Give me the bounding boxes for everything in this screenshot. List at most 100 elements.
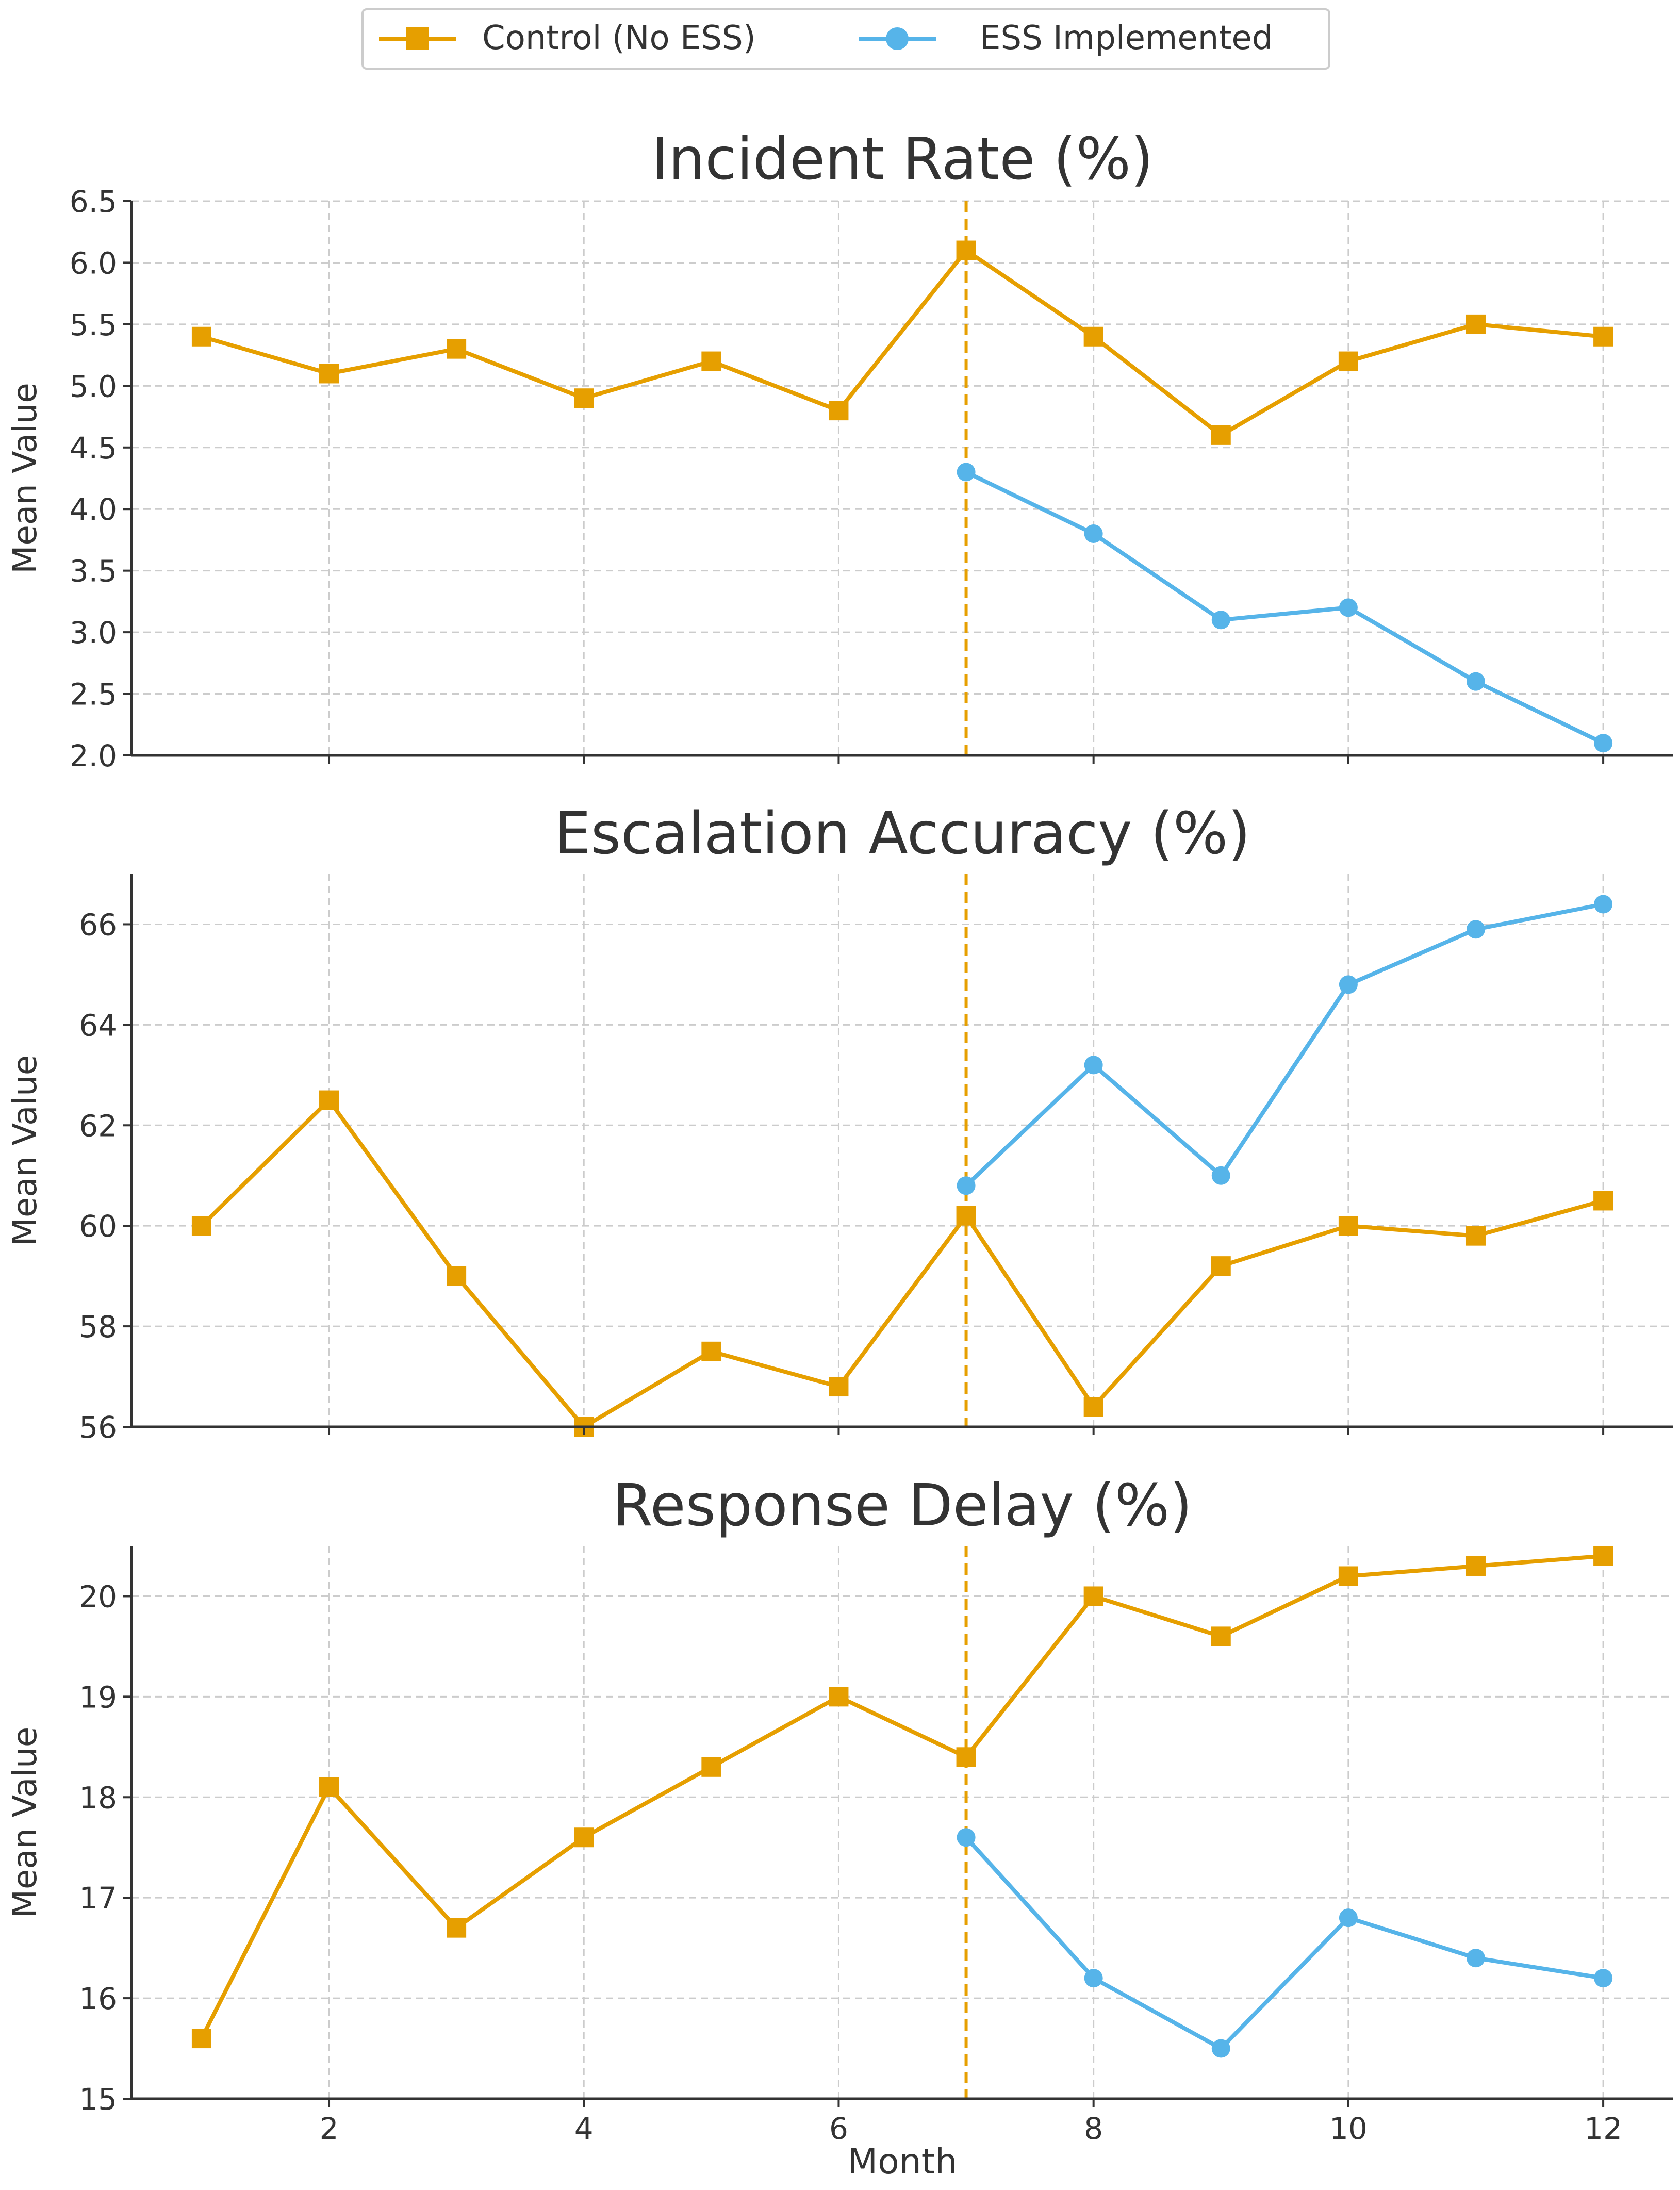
data-point-control xyxy=(1083,1397,1103,1417)
x-tick-label: 8 xyxy=(1084,2111,1103,2146)
data-point-ess xyxy=(957,1828,976,1847)
y-tick-label: 2.0 xyxy=(70,738,117,773)
data-point-control xyxy=(1593,326,1613,347)
y-tick-label: 6.5 xyxy=(70,184,117,219)
data-point-control xyxy=(1593,1191,1613,1211)
axes xyxy=(123,874,1673,1435)
x-tick-label: 10 xyxy=(1329,2111,1368,2146)
y-tick-label: 18 xyxy=(79,1780,117,1815)
data-point-ess xyxy=(1466,920,1485,939)
data-point-control xyxy=(447,1918,467,1938)
series-group xyxy=(191,1546,1613,2058)
series-line-ess xyxy=(964,1836,1604,2051)
legend-item-control: Control (No ESS) xyxy=(379,19,756,57)
legend-label-control: Control (No ESS) xyxy=(482,19,756,57)
y-tick-label: 19 xyxy=(79,1679,117,1715)
y-tick-label: 66 xyxy=(79,907,117,942)
legend: Control (No ESS) ESS Implemented xyxy=(361,8,1330,70)
data-point-control xyxy=(701,1757,721,1777)
subplot-escalation-accuracy: Escalation Accuracy (%) 56 58 60 62 64 66 Mea… xyxy=(6,800,1673,1445)
data-point-control xyxy=(829,1377,849,1397)
x-tick-label: 6 xyxy=(829,2111,848,2146)
subplot-incident-rate: Incident Rate (%) 2.0 2.5 3.0 3.5 4.0 4.5 5.0 5… xyxy=(6,126,1673,773)
subplot-title: Escalation Accuracy (%) xyxy=(554,800,1250,867)
legend-square-icon xyxy=(406,27,429,50)
data-point-ess xyxy=(1594,1969,1613,1988)
data-point-ess xyxy=(957,463,976,482)
legend-frame xyxy=(361,8,1330,70)
data-point-control xyxy=(191,1216,211,1236)
data-point-control xyxy=(319,1777,339,1797)
data-point-control xyxy=(1211,1256,1231,1276)
data-point-ess xyxy=(1211,1166,1230,1185)
y-tick-label: 62 xyxy=(79,1108,117,1143)
data-point-control xyxy=(574,1827,594,1848)
series-line-control xyxy=(201,248,1604,437)
data-point-control xyxy=(1211,1626,1231,1646)
data-point-control xyxy=(701,351,721,371)
data-point-control xyxy=(1465,314,1486,334)
legend-circle-icon xyxy=(886,27,909,50)
data-point-control xyxy=(829,1687,849,1707)
data-point-ess xyxy=(1339,1908,1358,1928)
data-point-control xyxy=(956,1747,976,1767)
data-point-control xyxy=(701,1341,721,1361)
series-line-ess xyxy=(965,470,1604,745)
series-group xyxy=(191,240,1613,753)
y-tick-labels: 15 16 17 18 19 20 xyxy=(79,1579,117,2117)
y-tick-label: 2.5 xyxy=(70,677,117,712)
y-tick-label: 3.5 xyxy=(70,554,117,589)
y-tick-label: 56 xyxy=(79,1410,117,1445)
data-point-ess xyxy=(1084,524,1103,543)
data-point-control xyxy=(1338,351,1358,371)
data-point-control xyxy=(1083,1586,1103,1606)
data-point-control xyxy=(1338,1216,1358,1236)
y-tick-label: 4.5 xyxy=(70,431,117,466)
subplot-response-delay: Response Delay (%) 15 16 17 18 19 20 2 4 6 8 10 12… xyxy=(6,1472,1673,2182)
series-line-ess xyxy=(964,902,1604,1188)
x-axis-label: Month xyxy=(847,2142,957,2182)
y-axis-label: Mean Value xyxy=(6,1055,44,1246)
subplot-title: Incident Rate (%) xyxy=(651,126,1153,193)
data-point-control xyxy=(447,1266,467,1286)
legend-label-ess: ESS Implemented xyxy=(980,19,1273,57)
data-point-control xyxy=(1593,1546,1613,1566)
data-point-ess xyxy=(1211,2039,1230,2058)
data-point-ess xyxy=(1594,734,1613,753)
y-tick-label: 20 xyxy=(79,1579,117,1614)
grid-lines xyxy=(131,874,1673,1428)
x-tick-labels: 2 4 6 8 10 12 xyxy=(320,2111,1622,2146)
data-point-control xyxy=(1338,1566,1358,1586)
subplot-title: Response Delay (%) xyxy=(613,1472,1192,1539)
y-axis-label: Mean Value xyxy=(6,1727,44,1918)
data-point-control xyxy=(447,339,467,359)
legend-item-ess: ESS Implemented xyxy=(859,19,1273,57)
data-point-control xyxy=(956,240,976,260)
y-tick-label: 16 xyxy=(79,1981,117,2016)
y-tick-label: 4.0 xyxy=(70,492,117,527)
series-line-control xyxy=(200,1098,1604,1429)
data-point-ess xyxy=(1339,975,1358,994)
data-point-control xyxy=(829,401,849,421)
data-point-ess xyxy=(957,1176,976,1195)
data-point-ess xyxy=(1466,672,1485,691)
axes xyxy=(123,1546,1673,2107)
data-point-control xyxy=(191,2029,211,2049)
y-tick-labels: 2.0 2.5 3.0 3.5 4.0 4.5 5.0 5.5 6.0 6.5 xyxy=(70,184,117,773)
y-tick-label: 5.0 xyxy=(70,369,117,404)
y-tick-label: 5.5 xyxy=(70,307,117,342)
y-tick-labels: 56 58 60 62 64 66 xyxy=(79,907,117,1445)
data-point-control xyxy=(1083,326,1103,347)
data-point-control xyxy=(1211,425,1231,445)
y-tick-label: 6.0 xyxy=(70,245,117,281)
y-tick-label: 60 xyxy=(79,1209,117,1244)
data-point-ess xyxy=(1084,1969,1103,1988)
data-point-ess xyxy=(1466,1949,1485,1968)
data-point-control xyxy=(319,1090,339,1110)
grid-lines xyxy=(131,200,1673,756)
data-point-control xyxy=(574,388,594,408)
series-line-control xyxy=(200,1554,1604,2039)
y-tick-label: 15 xyxy=(79,2082,117,2117)
